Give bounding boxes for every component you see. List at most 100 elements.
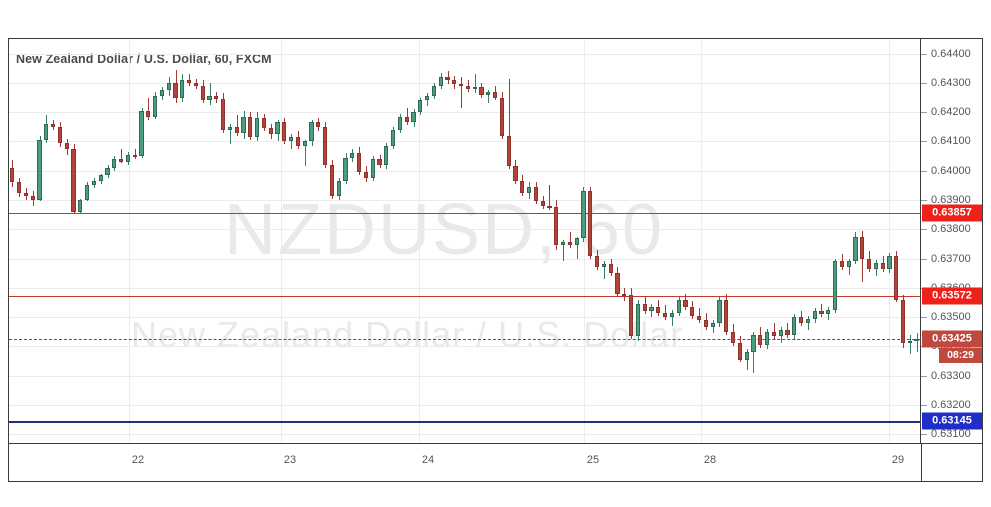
price-tick-label: 0.64300 xyxy=(931,76,971,89)
candle-body xyxy=(581,191,586,239)
candle-body xyxy=(452,79,457,85)
candle-body xyxy=(64,142,69,149)
candle-body xyxy=(873,262,878,269)
candle-body xyxy=(384,145,389,165)
price-tick-label: 0.63700 xyxy=(931,252,971,265)
resistance-level-line[interactable] xyxy=(9,212,920,214)
candle-wick xyxy=(747,349,748,370)
candle-body xyxy=(601,264,606,268)
candle-body xyxy=(608,264,613,274)
gridline-horizontal xyxy=(9,229,920,231)
time-tick-label: 22 xyxy=(131,454,145,466)
candle-body xyxy=(343,157,348,181)
candle-body xyxy=(472,87,477,90)
candle-body xyxy=(418,100,423,113)
candle-wick xyxy=(135,148,136,160)
candle-wick xyxy=(604,261,605,280)
price-tick-label: 0.63900 xyxy=(931,194,971,206)
candle-body xyxy=(329,164,335,196)
candle-body xyxy=(499,97,504,136)
time-tick-label: 24 xyxy=(421,454,435,466)
candle-body xyxy=(241,116,246,133)
price-tick xyxy=(921,404,927,406)
candle-body xyxy=(642,303,647,312)
candle-body xyxy=(771,331,776,337)
candle-body xyxy=(268,128,273,135)
candle-body xyxy=(146,110,151,117)
candle-body xyxy=(180,79,185,98)
candle-body xyxy=(635,303,640,337)
candle-body xyxy=(513,166,518,181)
gridline-vertical xyxy=(889,39,890,443)
candle-body xyxy=(860,236,865,259)
candle-body xyxy=(275,122,280,135)
candle-body xyxy=(37,140,42,200)
time-axis[interactable]: 22 23 24 25 28 29 xyxy=(9,444,982,481)
candle-body xyxy=(465,85,470,89)
gridline-horizontal xyxy=(9,404,920,406)
candle-body xyxy=(676,299,681,313)
candle-wick xyxy=(305,140,306,167)
resistance-level-badge[interactable]: 0.63857 xyxy=(922,204,982,222)
price-tick xyxy=(921,53,927,55)
candle-body xyxy=(798,317,804,323)
candle-wick xyxy=(509,78,510,170)
candle-body xyxy=(900,299,906,344)
candle-wick xyxy=(563,239,564,262)
gridline-vertical xyxy=(701,39,702,443)
candle-body xyxy=(302,141,307,146)
candle-body xyxy=(907,340,912,344)
candle-body xyxy=(615,273,620,294)
candle-body xyxy=(669,312,674,318)
candle-body xyxy=(540,201,545,206)
candle-body xyxy=(282,122,287,142)
candle-body xyxy=(125,154,131,162)
candle-body xyxy=(792,317,797,335)
gridline-horizontal xyxy=(9,346,920,348)
candle-body xyxy=(520,180,525,193)
time-tick-label: 25 xyxy=(586,454,600,466)
candle-body xyxy=(30,195,35,200)
time-axis-separator xyxy=(9,443,982,444)
candle-body xyxy=(594,255,600,268)
support-level-badge[interactable]: 0.63572 xyxy=(922,287,982,305)
support-level-line[interactable] xyxy=(9,296,920,298)
candle-wick xyxy=(549,185,550,211)
candle-body xyxy=(316,122,321,127)
candle-body xyxy=(438,77,443,86)
candle-body xyxy=(51,123,56,127)
last-price-badge[interactable]: 0.63425 xyxy=(922,330,982,348)
lower-level-line[interactable] xyxy=(9,421,920,424)
chart-frame xyxy=(8,38,983,482)
candle-body xyxy=(309,122,314,142)
price-tick-label: 0.63200 xyxy=(931,398,971,411)
price-tick-label: 0.63300 xyxy=(931,369,971,382)
lower-level-badge[interactable]: 0.63145 xyxy=(922,412,982,430)
gridline-horizontal xyxy=(9,141,920,143)
price-tick xyxy=(921,170,927,172)
candle-body xyxy=(132,154,137,157)
candle-body xyxy=(751,334,756,353)
candle-body xyxy=(166,82,171,91)
candle-body xyxy=(554,207,559,246)
time-tick-label: 23 xyxy=(283,454,297,466)
candle-body xyxy=(785,330,790,335)
candle-body xyxy=(193,82,199,86)
price-axis[interactable]: 0.64400 0.64300 0.64200 0.64100 0.64000 0.639… xyxy=(921,39,982,443)
candle-body xyxy=(656,306,661,313)
candle-wick xyxy=(121,148,122,164)
candle-body xyxy=(370,159,375,179)
gridline-horizontal xyxy=(9,287,920,289)
price-tick-label: 0.63100 xyxy=(931,428,971,441)
candle-body xyxy=(628,295,634,337)
candle-body xyxy=(221,99,226,130)
candle-body xyxy=(397,116,402,130)
candle-body xyxy=(826,309,831,315)
candle-body xyxy=(588,191,593,256)
candle-body xyxy=(119,159,124,162)
chart-plot-area[interactable]: NZDUSD, 60 New Zealand Dollar / U.S. Dol… xyxy=(9,39,920,443)
last-price-line[interactable] xyxy=(9,339,920,341)
price-tick xyxy=(921,434,927,436)
candle-body xyxy=(23,192,29,196)
